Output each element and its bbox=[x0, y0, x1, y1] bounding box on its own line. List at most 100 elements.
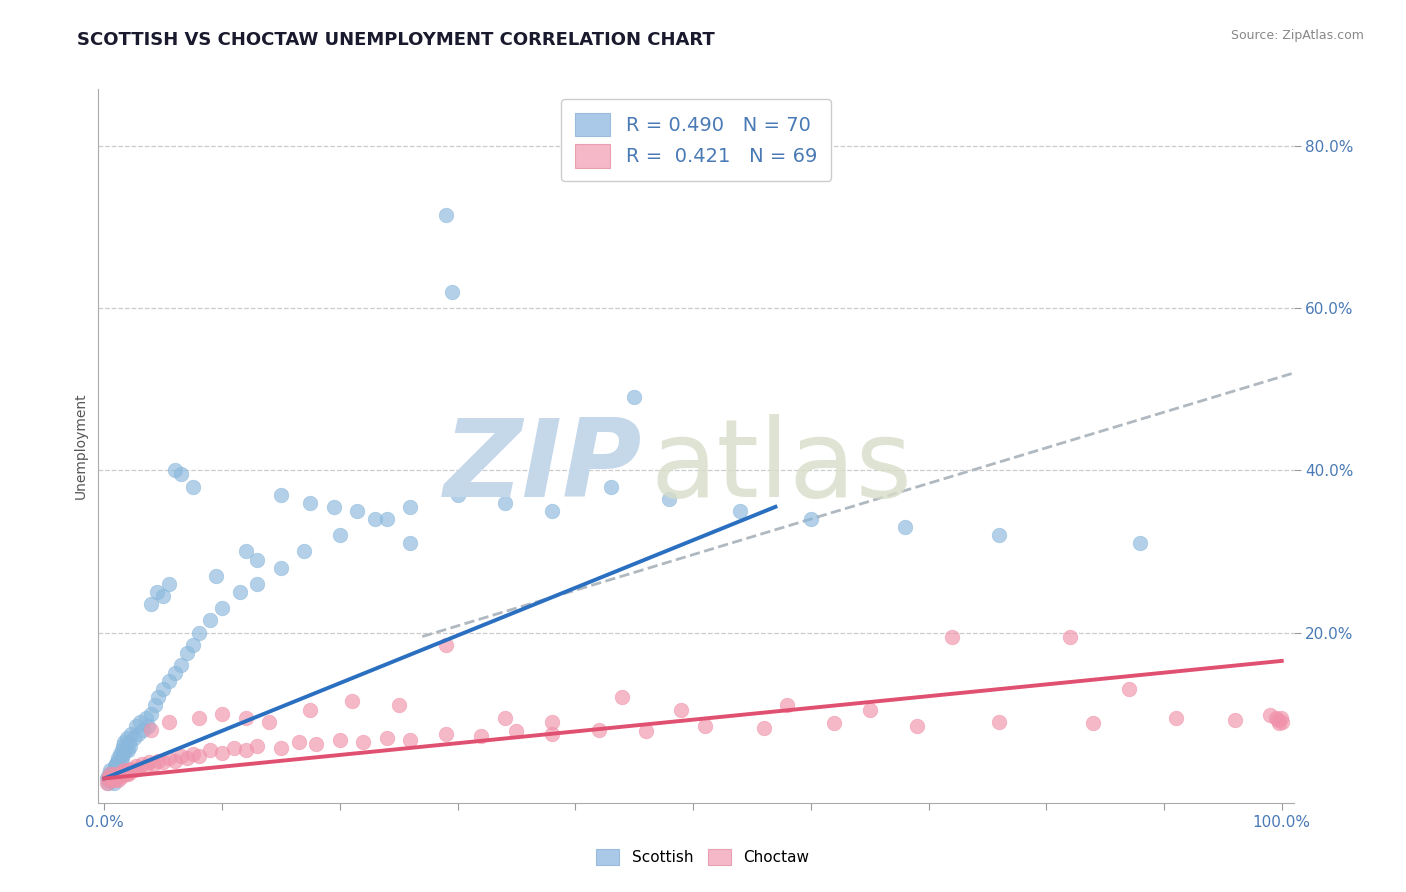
Point bbox=[98, 764, 121, 778]
Point bbox=[270, 488, 292, 502]
Point bbox=[118, 735, 141, 749]
Text: atlas: atlas bbox=[651, 415, 912, 520]
Point bbox=[98, 773, 121, 788]
Point bbox=[235, 544, 257, 558]
Point bbox=[105, 772, 128, 786]
Point bbox=[693, 719, 716, 733]
Point bbox=[128, 714, 150, 729]
Point bbox=[1271, 714, 1294, 729]
Point bbox=[187, 748, 209, 763]
Point bbox=[434, 638, 457, 652]
Point bbox=[235, 711, 257, 725]
Point bbox=[658, 491, 681, 506]
Point bbox=[859, 702, 882, 716]
Point bbox=[108, 747, 131, 761]
Point bbox=[107, 751, 129, 765]
Point bbox=[181, 638, 204, 652]
Point bbox=[112, 735, 135, 749]
Point bbox=[494, 711, 516, 725]
Point bbox=[141, 597, 163, 611]
Point bbox=[1264, 711, 1286, 725]
Point bbox=[131, 756, 153, 771]
Point bbox=[117, 743, 139, 757]
Point bbox=[112, 747, 135, 761]
Point bbox=[894, 520, 917, 534]
Point bbox=[540, 714, 562, 729]
Text: ZIP: ZIP bbox=[444, 415, 643, 520]
Point bbox=[800, 512, 823, 526]
Point bbox=[388, 698, 411, 713]
Point bbox=[111, 764, 134, 779]
Point bbox=[108, 759, 131, 773]
Point bbox=[120, 739, 142, 753]
Point bbox=[127, 727, 149, 741]
Point bbox=[246, 552, 269, 566]
Point bbox=[97, 772, 120, 786]
Point bbox=[104, 767, 127, 781]
Point bbox=[235, 743, 257, 757]
Point bbox=[105, 772, 128, 786]
Point bbox=[117, 767, 139, 781]
Point bbox=[104, 759, 127, 773]
Point bbox=[346, 504, 368, 518]
Point bbox=[181, 747, 204, 761]
Point bbox=[101, 770, 124, 784]
Point bbox=[114, 743, 136, 757]
Point bbox=[96, 775, 118, 789]
Point bbox=[157, 714, 180, 729]
Point bbox=[352, 735, 374, 749]
Point bbox=[1164, 711, 1187, 725]
Point bbox=[540, 727, 562, 741]
Point bbox=[823, 716, 845, 731]
Point bbox=[103, 775, 125, 789]
Point bbox=[299, 496, 322, 510]
Point bbox=[623, 390, 645, 404]
Point bbox=[187, 711, 209, 725]
Point bbox=[105, 756, 128, 771]
Point bbox=[305, 738, 328, 752]
Point bbox=[110, 770, 132, 784]
Point bbox=[1059, 630, 1081, 644]
Point bbox=[399, 500, 422, 514]
Point bbox=[120, 727, 142, 741]
Point bbox=[98, 767, 121, 781]
Point bbox=[176, 646, 198, 660]
Point bbox=[98, 770, 121, 784]
Point bbox=[988, 714, 1011, 729]
Point bbox=[1267, 713, 1289, 727]
Point bbox=[612, 690, 634, 705]
Point bbox=[112, 764, 135, 778]
Point bbox=[105, 756, 128, 770]
Point bbox=[157, 674, 180, 689]
Point bbox=[125, 719, 148, 733]
Point bbox=[100, 773, 122, 788]
Point bbox=[148, 690, 170, 705]
Point bbox=[322, 500, 344, 514]
Point bbox=[505, 724, 527, 739]
Point bbox=[340, 694, 363, 708]
Point bbox=[107, 773, 129, 788]
Point bbox=[181, 479, 204, 493]
Point bbox=[104, 767, 127, 781]
Point bbox=[163, 666, 186, 681]
Point bbox=[112, 767, 135, 781]
Point bbox=[375, 731, 398, 745]
Point bbox=[96, 772, 118, 786]
Point bbox=[905, 719, 928, 733]
Point bbox=[470, 729, 492, 743]
Point bbox=[1270, 711, 1292, 725]
Point bbox=[134, 711, 156, 725]
Point bbox=[105, 770, 128, 784]
Point bbox=[141, 706, 163, 721]
Point bbox=[294, 544, 316, 558]
Point bbox=[287, 735, 309, 749]
Legend: R = 0.490   N = 70, R =  0.421   N = 69: R = 0.490 N = 70, R = 0.421 N = 69 bbox=[561, 99, 831, 181]
Point bbox=[752, 721, 775, 735]
Point bbox=[246, 577, 269, 591]
Point bbox=[157, 577, 180, 591]
Point bbox=[1083, 716, 1105, 731]
Point bbox=[187, 625, 209, 640]
Point bbox=[97, 775, 120, 789]
Point bbox=[138, 756, 160, 770]
Point bbox=[634, 724, 657, 739]
